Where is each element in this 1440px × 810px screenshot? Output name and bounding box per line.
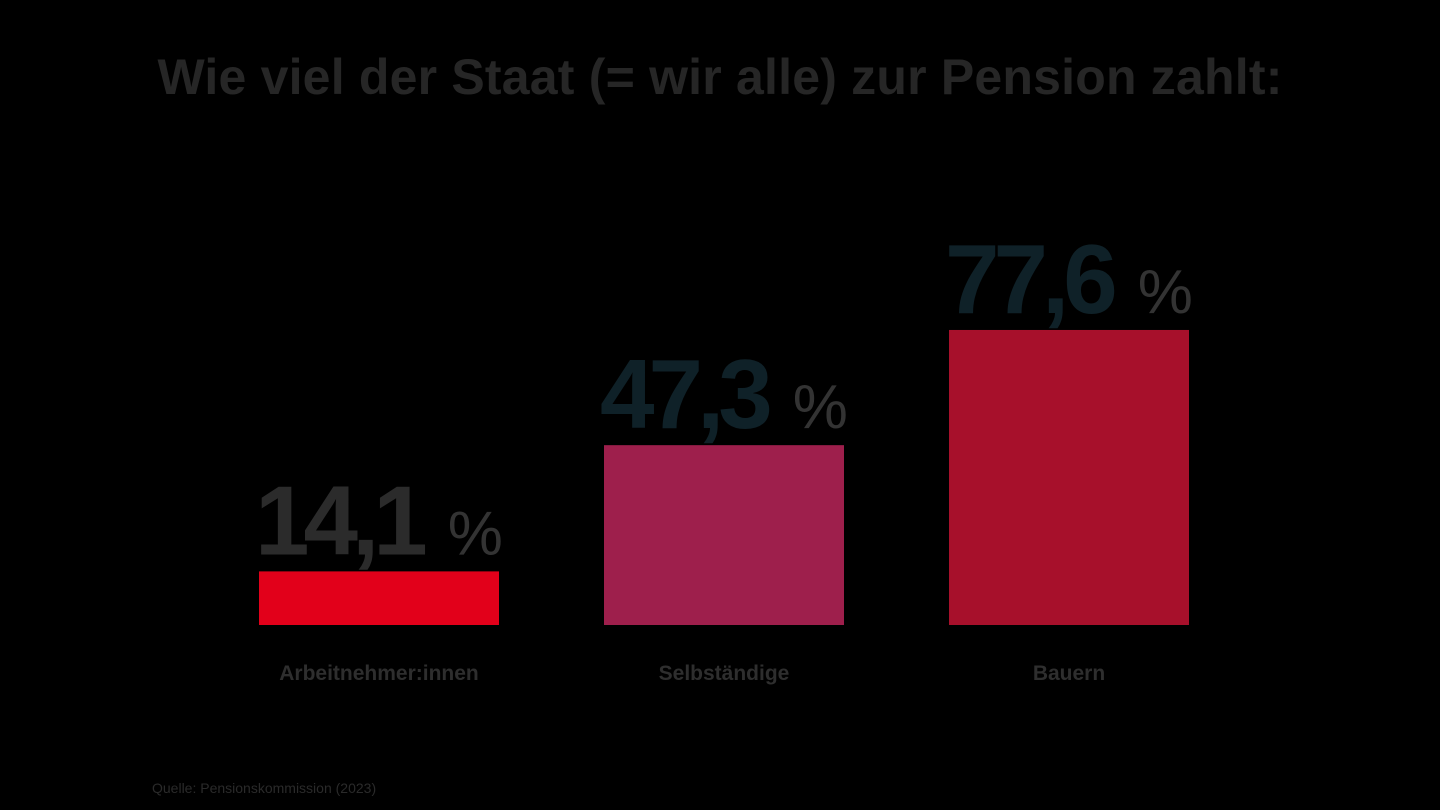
bar-2 [604,445,844,625]
value-label-3: 77,6% [945,224,1193,334]
value-number: 14,1 [255,465,425,575]
source-note: Quelle: Pensionskommission (2023) [152,780,377,796]
chart-title: Wie viel der Staat (= wir alle) zur Pens… [157,49,1283,105]
value-label-1: 14,1% [255,465,503,575]
bar-1 [259,571,499,625]
category-label-1: Arbeitnehmer:innen [279,662,479,685]
value-number: 47,3 [600,339,769,449]
value-unit: % [793,373,848,442]
bar-3 [949,329,1189,625]
value-unit: % [1138,258,1193,327]
value-unit: % [448,499,503,568]
value-number: 77,6 [945,224,1114,334]
category-label-2: Selbständige [659,662,790,685]
category-label-3: Bauern [1033,662,1105,685]
value-label-2: 47,3% [600,339,848,449]
